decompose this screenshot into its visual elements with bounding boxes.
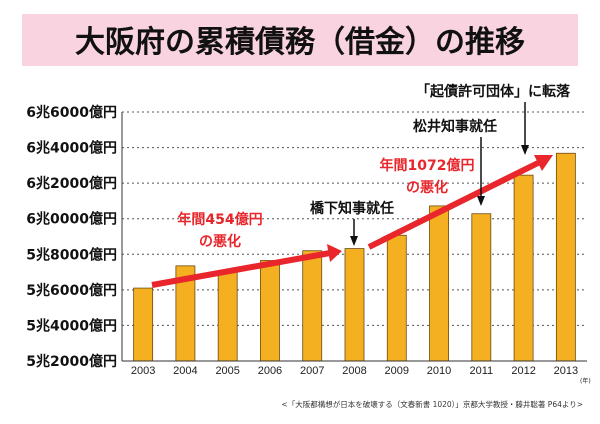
bar-2008 — [344, 248, 365, 362]
y-tick-label: 6兆6000億円 — [26, 104, 117, 121]
trend-arrow-1 — [151, 244, 342, 288]
kisai-annotation: 「起債許可団体」に転落 — [416, 83, 571, 100]
x-axis-unit: (年) — [580, 377, 591, 385]
bars — [133, 152, 576, 362]
x-axis-ticks: 2003 2004 2005 2006 2007 2008 2009 2010 2011 2012… — [131, 365, 578, 377]
y-tick-label: 6兆4000億円 — [26, 140, 117, 157]
hashimoto-annotation: 橋下知事就任 — [310, 200, 394, 217]
bar-2012 — [513, 174, 534, 362]
bar-2010 — [429, 205, 449, 362]
y-tick-label: 6兆0000億円 — [26, 211, 117, 228]
bar-2006 — [260, 260, 280, 362]
trend1-label: 年間454億円 — [177, 211, 262, 228]
x-tick-label: 2013 — [554, 365, 578, 377]
y-tick-label: 5兆6000億円 — [26, 282, 117, 299]
x-tick-label: 2007 — [300, 365, 324, 377]
trend-arrow-2 — [367, 155, 553, 250]
trend1-label-2: の悪化 — [199, 233, 241, 250]
trend2-label-2: の悪化 — [406, 179, 448, 196]
x-tick-label: 2009 — [385, 365, 409, 377]
y-axis-ticks: 6兆6000億円 6兆4000億円 6兆2000億円 6兆0000億円 5兆8000億円… — [26, 104, 117, 370]
x-tick-label: 2006 — [258, 365, 282, 377]
y-tick-label: 5兆8000億円 — [26, 246, 117, 263]
x-tick-label: 2008 — [342, 365, 366, 377]
bar-2011 — [471, 213, 492, 362]
bar-2007 — [302, 250, 323, 362]
x-tick-label: 2010 — [427, 365, 451, 377]
x-tick-label: 2005 — [215, 365, 239, 377]
bar-2005 — [217, 271, 238, 362]
matsui-annotation: 松井知事就任 — [413, 118, 497, 135]
hashimoto-arrow-icon — [350, 219, 358, 246]
trend2-label: 年間1072億円 — [380, 157, 475, 174]
x-tick-label: 2004 — [173, 365, 197, 377]
kisai-arrow-icon — [521, 102, 529, 155]
matsui-arrow-icon — [477, 137, 485, 206]
x-tick-label: 2003 — [131, 365, 155, 377]
y-tick-label: 6兆2000億円 — [26, 175, 117, 192]
bar-2009 — [386, 234, 407, 362]
bar-2003 — [133, 287, 154, 362]
chart-title: 大阪府の累積債務（借金）の推移 — [75, 25, 525, 60]
title-background — [22, 14, 578, 66]
y-tick-label: 5兆2000億円 — [26, 353, 117, 370]
bar-2013 — [555, 152, 576, 362]
x-tick-label: 2012 — [511, 365, 535, 377]
x-tick-label: 2011 — [469, 365, 493, 377]
source-citation: <「大阪都構想が日本を破壊する（文春新書 1020）」京都大学教授・藤井聡著 P… — [281, 399, 583, 409]
y-tick-label: 5兆4000億円 — [26, 317, 117, 334]
